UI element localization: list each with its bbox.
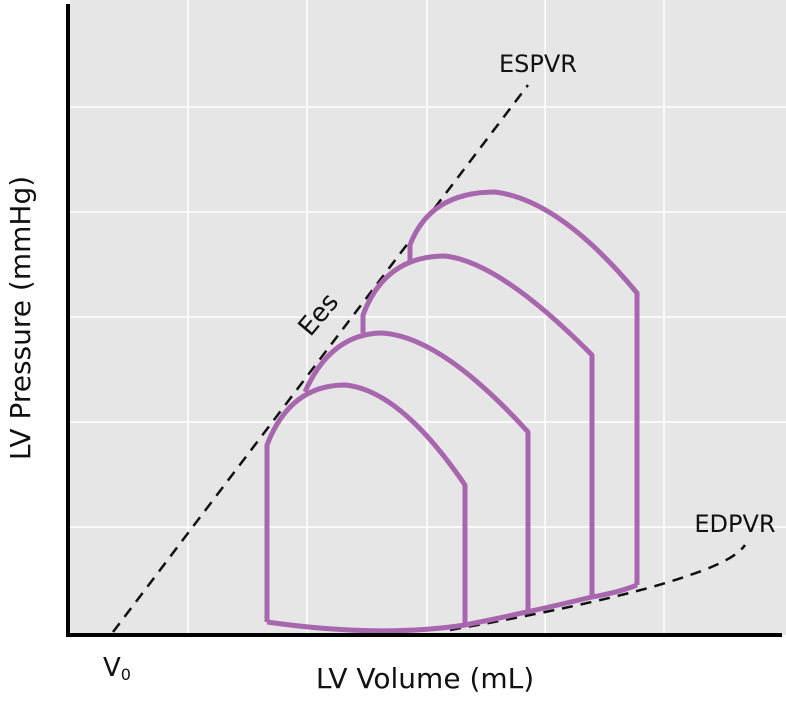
x-axis-label: LV Volume (mL) <box>316 662 534 695</box>
v0-label: V0 <box>103 653 131 684</box>
loop-2 <box>302 330 531 610</box>
loop-1 <box>264 382 468 625</box>
espvr-label: ESPVR <box>499 50 577 78</box>
espvr-line <box>112 84 529 633</box>
edpvr-label: EDPVR <box>694 510 775 538</box>
v0-main: V <box>103 653 121 683</box>
edpvr-line <box>449 544 747 632</box>
pv-loops <box>264 189 640 634</box>
loop-bottom <box>266 582 638 634</box>
v0-sub: 0 <box>121 665 131 684</box>
loop-3 <box>360 253 595 597</box>
loop-4 <box>407 189 640 585</box>
y-axis-label: LV Pressure (mmHg) <box>4 176 37 460</box>
grid <box>70 0 786 635</box>
